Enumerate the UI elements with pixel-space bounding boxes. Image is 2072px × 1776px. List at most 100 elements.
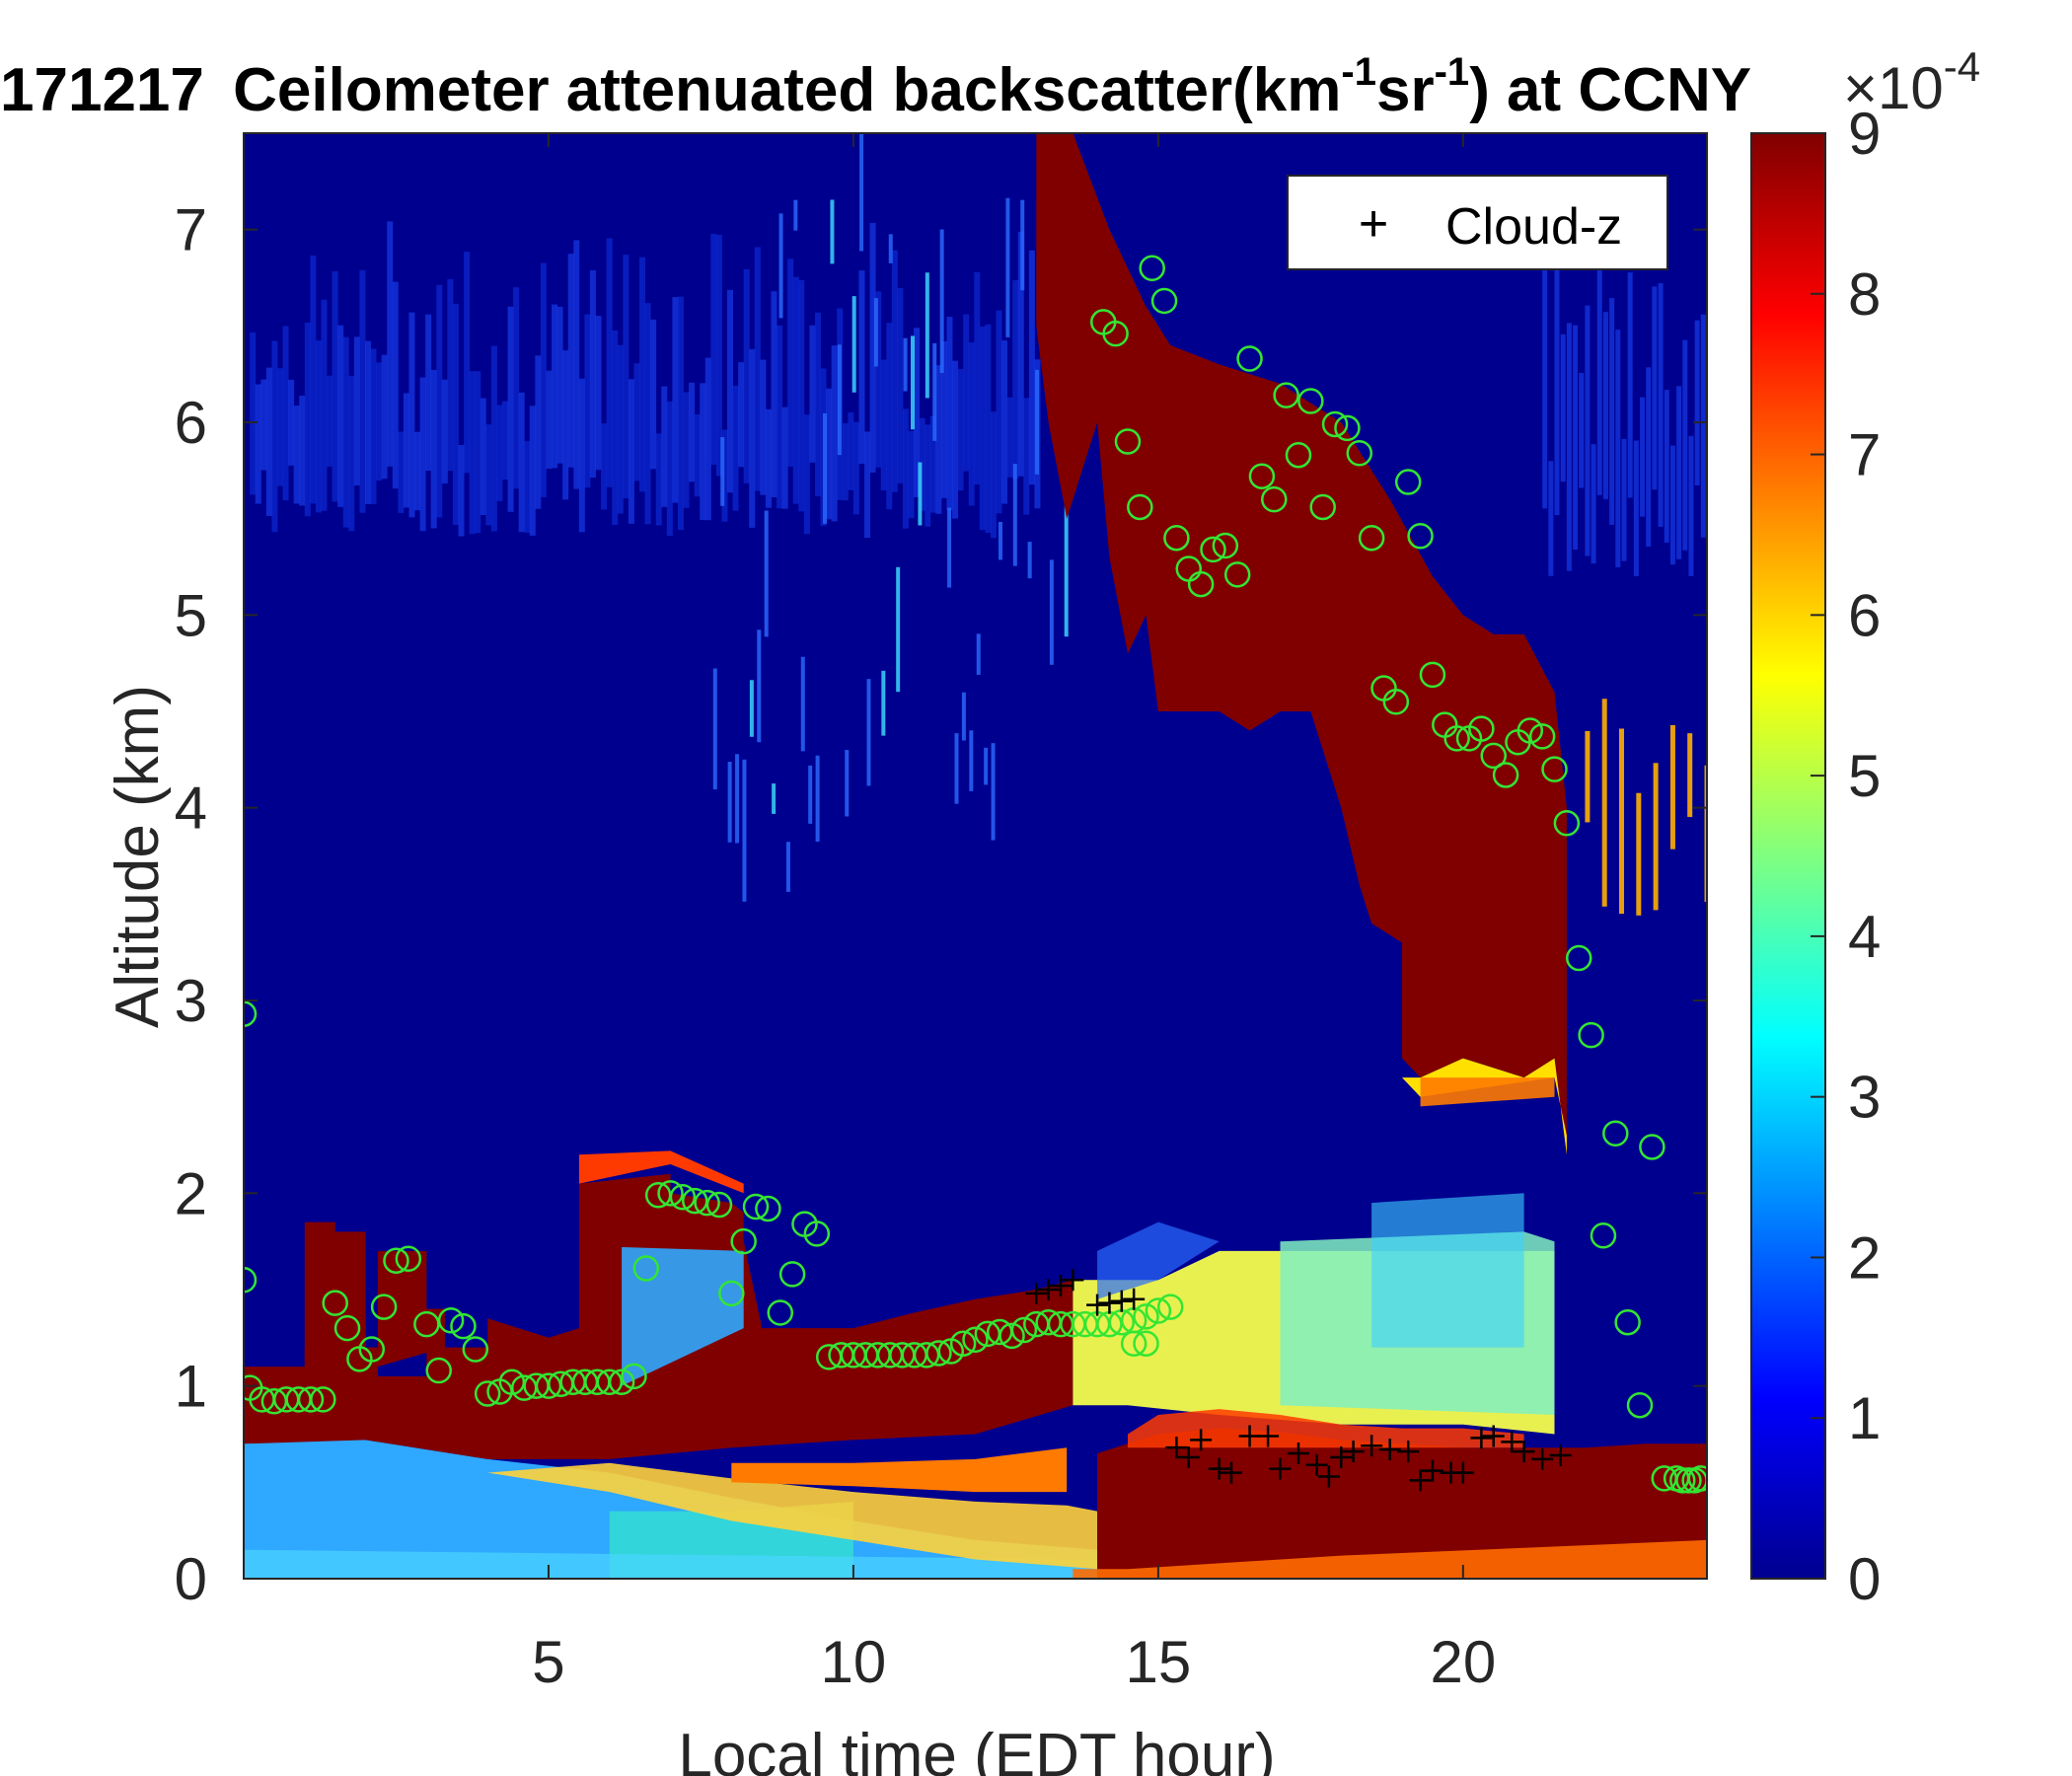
cloud-marker-circle — [535, 1372, 562, 1399]
cloud-z-marker — [1257, 1425, 1280, 1447]
cloud-marker-circle — [682, 1187, 708, 1215]
aerosol-streak — [1688, 435, 1694, 576]
aerosol-streak — [430, 369, 437, 529]
x-tick-label: 20 — [1430, 1629, 1496, 1695]
aerosol-streak — [1028, 250, 1035, 485]
cirrus-streak — [727, 762, 732, 843]
aerosol-streak — [704, 357, 711, 521]
aerosol-streak — [276, 368, 283, 486]
aerosol-streak — [715, 235, 722, 477]
mixed-layer-orange — [731, 1447, 1068, 1493]
aerosol-streak — [513, 287, 520, 489]
morning-cloud — [377, 1250, 445, 1368]
aerosol-streak — [732, 385, 739, 511]
aerosol-streak — [392, 281, 399, 489]
aerosol-streak — [1566, 323, 1572, 571]
x-axis-label: Local time (EDT hour) — [678, 1722, 1275, 1776]
aerosol-streak — [327, 375, 333, 467]
cloud-z-marker — [1098, 1292, 1121, 1314]
aerosol-streak — [1633, 440, 1639, 576]
aerosol-streak — [1621, 438, 1627, 561]
aerosol-streak — [332, 270, 338, 502]
cirrus-streak — [961, 692, 966, 741]
aerosol-streak — [552, 304, 558, 469]
aerosol-streak — [1700, 314, 1706, 538]
cloud-marker-circle — [1102, 320, 1129, 347]
cloud-marker-circle — [1541, 756, 1568, 782]
aerosol-streak — [1658, 283, 1664, 527]
cloud-marker-circle — [1614, 1308, 1641, 1336]
cloud-marker-circle — [1297, 388, 1324, 414]
aerosol-streak — [661, 386, 668, 507]
cirrus-streak — [925, 272, 929, 399]
aerosol-streak — [490, 345, 497, 532]
cloud-marker-circle — [1139, 255, 1165, 281]
afternoon-cloud-edge — [1128, 1409, 1524, 1448]
aerosol-streak — [304, 323, 311, 517]
cloud-z-marker — [1513, 1441, 1535, 1463]
colorbar-tick-label: 3 — [1848, 1065, 1881, 1131]
cloud-marker-circle — [425, 1357, 452, 1384]
cirrus-streak — [1049, 559, 1054, 665]
cloud-marker-circle — [462, 1336, 489, 1363]
cirrus-streak — [1027, 542, 1032, 579]
cirrus-streak — [735, 754, 740, 844]
cloud-marker-circle — [1261, 485, 1288, 513]
colorbar-tick-label: 5 — [1848, 743, 1881, 809]
aerosol-streak — [1627, 272, 1633, 498]
cloud-z-marker — [1451, 1461, 1474, 1484]
cloud-streak — [1636, 792, 1642, 916]
cloud-marker-circle — [1669, 1467, 1696, 1494]
aerosol-streak — [814, 312, 821, 496]
aerosol-streak — [689, 382, 696, 482]
aerosol-streak — [677, 296, 684, 531]
cloud-marker-circle — [1468, 715, 1495, 742]
aerosol-streak — [929, 415, 936, 513]
plot-frame — [243, 132, 1708, 1580]
colorbar-tick-label: 9 — [1848, 101, 1881, 167]
aerosol-streak — [342, 336, 349, 528]
aerosol-streak — [1652, 286, 1658, 490]
afternoon-aerosol-cyan — [1371, 1193, 1524, 1348]
aerosol-streak — [1664, 390, 1669, 543]
aerosol-streak — [864, 431, 871, 538]
legend-marker-icon: + — [1359, 195, 1388, 253]
aerosol-streak — [299, 396, 306, 506]
colorbar-tick-label: 0 — [1848, 1546, 1881, 1612]
cloud-marker-circle — [1010, 1316, 1038, 1344]
aerosol-streak — [353, 336, 360, 485]
x-tick-label: 15 — [1126, 1629, 1192, 1695]
cloud-marker-circle — [1212, 532, 1239, 559]
cirrus-streak — [998, 521, 1002, 560]
cirrus-streak — [764, 510, 769, 637]
cloud-streak — [1704, 765, 1707, 903]
cloud-marker-circle — [1626, 1391, 1654, 1419]
aerosol-streak — [1560, 333, 1566, 482]
cloud-marker-circle — [1528, 723, 1556, 750]
aerosol-streak — [1640, 397, 1646, 517]
cloud-marker-circle — [1321, 410, 1349, 438]
aerosol-streak — [974, 271, 981, 485]
aerosol-streak — [1023, 398, 1030, 515]
cirrus-streak — [1020, 199, 1025, 291]
aerosol-streak — [288, 379, 295, 466]
y-tick-label: 3 — [175, 968, 207, 1034]
cloud-marker-circle — [1223, 561, 1251, 588]
aerosol-streak — [891, 250, 898, 492]
aerosol-streak — [798, 279, 805, 512]
aerosol-streak — [524, 441, 531, 533]
afternoon-aerosol-blue — [1097, 1221, 1220, 1299]
surface-orange — [1073, 1539, 1707, 1579]
aerosol-streak — [655, 433, 662, 526]
cirrus-streak — [954, 733, 959, 804]
cloud-marker-circle — [1590, 1222, 1617, 1249]
aerosol-streak — [381, 354, 388, 480]
cloud-marker-circle — [1346, 440, 1373, 467]
cloud-deck-red — [1036, 133, 1567, 1155]
aerosol-streak — [1006, 397, 1013, 478]
aerosol-streak — [535, 355, 542, 509]
aerosol-streak — [348, 375, 355, 532]
aerosol-streak — [408, 312, 415, 518]
aerosol-streak — [595, 316, 602, 471]
